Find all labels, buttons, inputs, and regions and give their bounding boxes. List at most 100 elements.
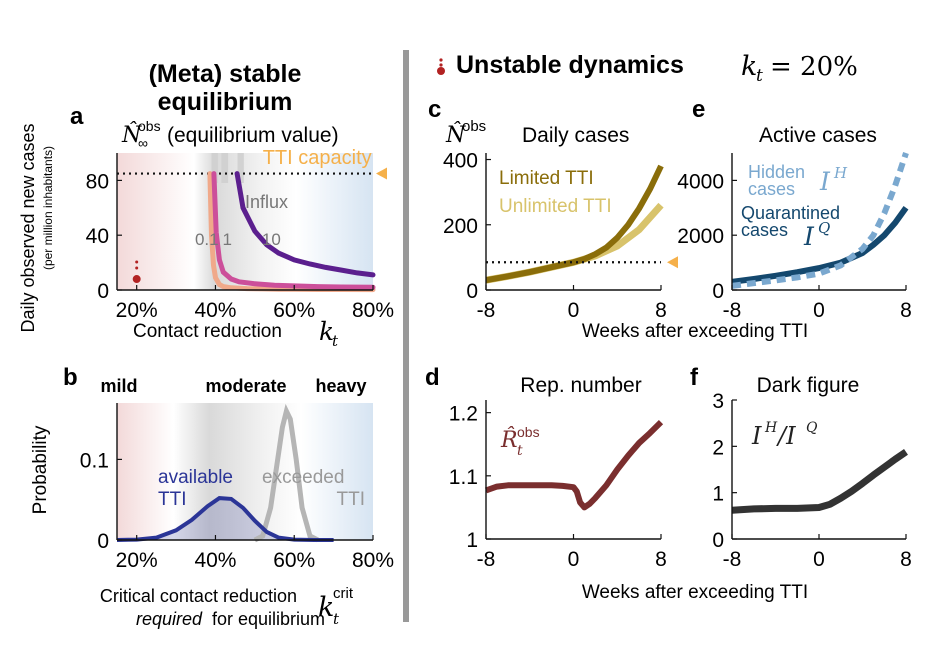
panel-b-x-tick-label: 20% [116, 549, 158, 572]
panel-c-limited-curve [485, 164, 664, 284]
panel-b-xlabel-line2: for equilibrium [212, 609, 325, 629]
panel-b-exceeded-label-line1: exceeded [262, 467, 344, 488]
panel-b-available-label-line2: TTI [158, 489, 187, 510]
panel-d-series-math-sup: obs [517, 424, 540, 440]
panel-a-xlabel-math: k [319, 317, 334, 346]
panel-a-series-influx-10 [234, 171, 376, 278]
panel-a-title-math-sup: obs [138, 118, 161, 134]
panel-f-series-math-sup2: Q [806, 420, 818, 436]
panel-b-region-label: moderate [205, 376, 286, 396]
panel-b-exceeded-label-line2: TTI [337, 489, 366, 510]
panel-c-title-math-sup: obs [462, 118, 486, 135]
panel-e-y-tick-label: 0 [712, 280, 724, 303]
panel-b-xlabel-line1: Critical contact reduction [100, 586, 297, 606]
panel-f-title: Dark figure [757, 374, 860, 397]
panel-a-ylabel: Daily observed new cases [18, 123, 38, 332]
panel-a-title-math-sub: ∞ [138, 135, 148, 151]
panel-b-exceeded-curve [253, 403, 320, 543]
panel-c-x-tick-label: -8 [477, 299, 496, 322]
panel-b-y-tick-label: 0.1 [80, 449, 109, 472]
left-title-line1: (Meta) stable [149, 60, 302, 88]
panel-a-capacity-label: TTI capacity [263, 147, 372, 169]
panel-a-influx-label: Influx [245, 192, 288, 212]
right-title-math: k [741, 51, 757, 82]
panel-a-series-influx-1 [211, 171, 376, 290]
panel-e-y-tick-label: 4000 [677, 170, 724, 193]
panel-a-x-tick-label: 20% [116, 299, 158, 322]
panel-a-marker-dot [135, 260, 139, 264]
panel-f-x-tick-label: -8 [723, 548, 742, 571]
panel-b-xlabel-required: required [136, 609, 203, 629]
panel-e-hidden-math-sup: H [833, 164, 848, 182]
panel-e-hidden-curve [731, 152, 909, 289]
panel-a-xlabel: Contact reduction [133, 321, 282, 342]
panel-d-y-tick-label: 1 [466, 529, 478, 552]
panel-e-y-tick-label: 2000 [677, 225, 724, 248]
panel-a: TTI capacity Influx 0.1 1 10 20% 40% 60% 80% 0 40 8… [18, 103, 394, 350]
panel-d-rep-curve [485, 419, 664, 511]
panel-e-hidden-label-line1: Hidden [748, 162, 805, 182]
panel-a-title: (equilibrium value) [167, 124, 339, 147]
panel-a-x-tick-label: 80% [352, 299, 394, 322]
panel-e-x-tick-label: -8 [723, 299, 742, 322]
panel-b: mild moderate heavyavailableTTIexceededTTI… [30, 364, 394, 629]
panel-e-letter: e [692, 96, 705, 123]
left-title-line2: equilibrium [158, 88, 293, 116]
panel-c-legend-unlimited: Unlimited TTI [499, 196, 612, 217]
panel-e-quarantined-math: I [803, 222, 815, 251]
panel-a-influx-band [237, 153, 244, 183]
panel-a-y-tick-label: 40 [86, 225, 109, 248]
panel-e-x-tick-label: 8 [900, 299, 912, 322]
panel-c-letter: c [428, 96, 441, 123]
right-title-math-value: = 20% [770, 52, 858, 82]
panel-c-y-tick-label: 200 [443, 215, 478, 238]
panel-a-influx-value: 0.1 [195, 230, 219, 249]
panel-b-xlabel-math-sup: crit [333, 585, 354, 602]
panel-a-capacity-arrow [376, 167, 387, 180]
panel-c-y-tick-label: 0 [466, 280, 478, 303]
panel-c-x-tick-label: 0 [568, 299, 580, 322]
panel-b-available-label-line1: available [158, 467, 233, 488]
panel-a-marker-dot [135, 266, 139, 270]
panel-c-y-tick-label: 400 [443, 150, 478, 173]
panel-a-influx-band [211, 153, 218, 183]
panel-a-y-tick-label: 0 [97, 280, 109, 303]
panel-c-capacity-arrow [667, 256, 678, 269]
right-title: Unstable dynamics [456, 51, 684, 79]
panel-f-series-math-sup1: H [764, 420, 778, 436]
panel-a-influx-value: 1 [223, 230, 232, 249]
panel-b-region-label: heavy [315, 376, 366, 396]
panel-f-y-tick-label: 0 [712, 529, 724, 552]
panel-a-title-math: N̂ [121, 122, 142, 148]
panel-f-y-tick-label: 2 [712, 436, 724, 459]
panel-b-ylabel: Probability [30, 425, 51, 514]
panel-d-title: Rep. number [520, 374, 641, 397]
panel-e-hidden-label-line2: cases [748, 179, 795, 199]
panel-b-available-area [117, 498, 334, 540]
panel-b-x-tick-label: 40% [194, 549, 236, 572]
panel-a-y-tick-label: 80 [86, 170, 109, 193]
panel-f-series-math-mid: /I [776, 422, 796, 450]
panel-b-letter: b [63, 364, 78, 391]
panel-c-x-tick-label: 8 [655, 299, 667, 322]
panel-e-quarantined-label-line2: cases [741, 220, 788, 240]
panel-d-series-math-sub: t [517, 443, 523, 459]
panel-e-hidden-math: I [819, 167, 831, 196]
panel-d-x-tick-label: 8 [655, 548, 667, 571]
panel-e-quarantined-math-sup: Q [818, 219, 830, 237]
panel-a-x-tick-label: 40% [194, 299, 236, 322]
panel-d-series-math: R̂ [500, 427, 518, 453]
panel-b-region-label: mild [100, 376, 137, 396]
panel-a-marker [132, 275, 141, 284]
panel-f-dark-figure-curve [731, 449, 908, 514]
panel-b-xlabel-math: k [318, 592, 334, 623]
panel-a-influx-band [221, 153, 229, 183]
right-title-math-sub: t [756, 66, 763, 86]
panel-b-xlabel-math-sub: t [333, 610, 340, 628]
panel-a-x-tick-label: 60% [273, 299, 315, 322]
panel-f-x-tick-label: 0 [813, 548, 825, 571]
panel-e-x-tick-label: 0 [813, 299, 825, 322]
